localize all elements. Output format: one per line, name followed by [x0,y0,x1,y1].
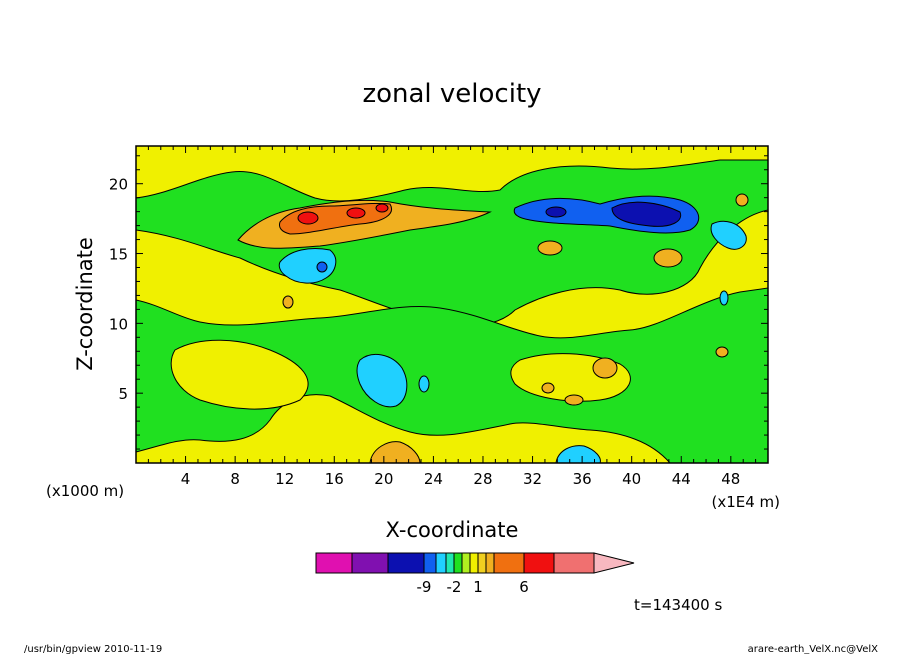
navy-core-right [611,201,682,227]
blue-spot-left [316,261,328,273]
plot-frame [135,145,769,464]
colorbar-labels: -9 -2 1 6 [417,578,529,596]
x-tick-label: 48 [721,470,740,488]
x-tick-label: 36 [573,470,592,488]
colorbar-swatch [445,552,455,574]
colorbar-label: -9 [417,578,432,596]
small-cell-6 [418,375,430,393]
red-core-1 [297,211,319,225]
red-core-2 [346,207,366,219]
footer-left: /usr/bin/gpview 2010-11-19 [24,644,162,654]
small-cell-4 [541,382,555,394]
y-axis-label: Z-coordinate [73,237,97,371]
small-cell-5 [715,346,729,358]
colorbar-swatch [387,552,425,574]
y-axis-ticks: 5 10 15 20 [109,155,768,450]
cyan-lobe-bottom [555,445,601,463]
y-tick-label: 5 [118,385,128,403]
colorbar-swatch [493,552,525,574]
x-tick-label: 4 [181,470,191,488]
y-tick-label: 10 [109,315,128,333]
colorbar-swatch [315,552,353,574]
time-label: t=143400 s [634,596,722,614]
x-tick-label: 12 [275,470,294,488]
x-axis-unit: (x1E4 m) [711,493,780,511]
velocity-field [136,146,768,463]
colorbar-swatch [485,552,495,574]
orange-spot-right [653,248,683,268]
colorbar-arrow [593,552,635,574]
colorbar-swatch [523,552,555,574]
small-cell-2 [719,290,729,306]
colorbar-label: 6 [519,578,529,596]
colorbar-label: 1 [473,578,483,596]
red-core-3 [375,203,389,213]
footer-right: arare-earth_VelX.nc@VelX [748,644,879,654]
orange-lobe-bottom [369,441,421,463]
x-tick-label: 20 [374,470,393,488]
x-axis-ticks: 4 8 12 16 20 24 28 32 36 40 44 48 [147,146,757,488]
navy-core-small [545,206,567,218]
colorbar-swatch [453,552,463,574]
colorbar-swatch [477,552,487,574]
orange-spot-bottom-right [592,357,618,379]
chart-title: zonal velocity [362,79,541,109]
y-axis-unit: (x1000 m) [46,482,124,500]
cyan-lobe-right [710,220,747,250]
colorbar-label: -2 [447,578,462,596]
cyan-lobe-left [278,248,337,284]
colorbar-swatch [461,552,471,574]
small-cell-3 [735,193,749,207]
orange-spot-mid [537,240,563,256]
cyan-lobe-center [356,353,408,408]
x-tick-label: 24 [424,470,443,488]
x-tick-label: 44 [672,470,691,488]
colorbar-swatch [423,552,437,574]
colorbar-swatch [435,552,447,574]
x-tick-label: 32 [523,470,542,488]
x-tick-label: 8 [230,470,240,488]
x-tick-label: 16 [325,470,344,488]
small-cell-1 [282,295,294,309]
small-cell-7 [564,394,584,406]
x-tick-label: 40 [622,470,641,488]
colorbar-swatch [469,552,479,574]
colorbar [315,552,635,574]
yellow-hole-center [170,339,309,410]
y-tick-label: 15 [109,246,128,264]
x-axis-label: X-coordinate [386,518,519,542]
x-tick-label: 28 [473,470,492,488]
colorbar-swatch [351,552,389,574]
colorbar-swatch [553,552,595,574]
y-tick-label: 20 [109,176,128,194]
